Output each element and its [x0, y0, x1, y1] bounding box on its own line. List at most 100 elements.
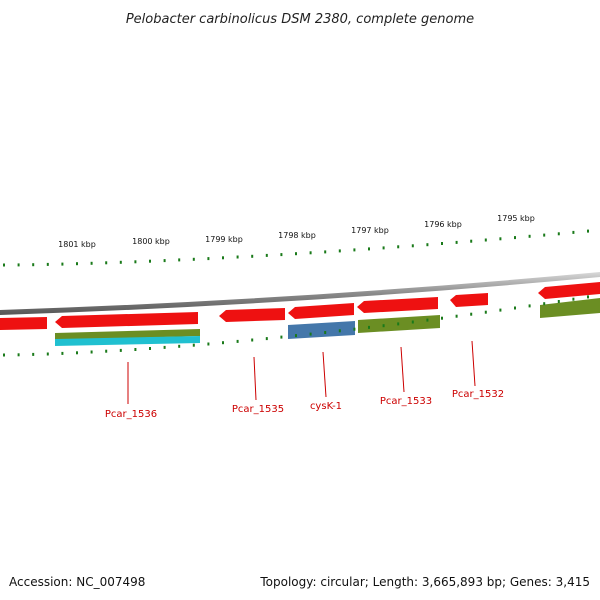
minor-tick [90, 261, 93, 265]
minor-tick [61, 351, 64, 355]
minor-tick [324, 331, 327, 334]
minor-tick [514, 236, 516, 240]
minor-tick [61, 262, 64, 266]
scale-labels: 1801 kbp 1800 kbp 1799 kbp 1798 kbp 1797… [58, 214, 535, 249]
minor-tick [134, 348, 137, 351]
minor-tick [280, 253, 283, 257]
minor-tick [3, 263, 5, 267]
accession-text: Accession: NC_007498 [9, 575, 145, 589]
forward-cds-feature[interactable] [357, 297, 438, 313]
minor-tick [222, 256, 224, 260]
minor-tick [426, 243, 429, 247]
minor-tick [17, 353, 20, 357]
minor-tick [163, 259, 166, 263]
minor-tick [324, 250, 327, 254]
minor-tick [382, 324, 385, 328]
gene-label-pcar-1536[interactable]: Pcar_1536 [105, 409, 157, 420]
minor-tick [265, 253, 268, 257]
minor-tick [207, 342, 210, 346]
forward-cds-feature[interactable] [0, 317, 47, 330]
minor-tick [557, 232, 560, 236]
minor-tick [528, 304, 531, 308]
minor-tick [587, 229, 589, 233]
minor-tick [353, 248, 356, 252]
minor-tick [426, 318, 429, 322]
scale-label-1801: 1801 kbp [58, 240, 96, 249]
minor-tick [3, 353, 5, 357]
minor-tick [514, 306, 516, 310]
minor-tick [309, 332, 312, 336]
forward-cds-feature[interactable] [288, 303, 354, 319]
minor-tick [178, 344, 181, 348]
minor-tick [368, 325, 370, 329]
minor-tick [353, 327, 356, 331]
minor-tick [470, 239, 473, 243]
minor-tick [17, 263, 20, 267]
gene-label-pcar-1535[interactable]: Pcar_1535 [232, 404, 284, 415]
gene-label-pcar-1533[interactable]: Pcar_1533 [380, 396, 432, 407]
minor-tick [192, 257, 195, 261]
map-title: Pelobacter carbinolicus DSM 2380, comple… [126, 12, 474, 27]
minor-tick [46, 262, 49, 266]
minor-tick [295, 252, 297, 256]
minor-tick [382, 246, 385, 250]
minor-tick [105, 261, 108, 265]
highlighted-gene-feature[interactable] [288, 321, 355, 339]
forward-cds-feature[interactable] [538, 282, 600, 299]
minor-tick [309, 251, 312, 255]
genome-summary-text: Topology: circular; Length: 3,665,893 bp… [259, 575, 590, 589]
minor-tick [455, 240, 458, 244]
minor-tick [499, 237, 502, 241]
minor-tick [484, 238, 487, 242]
minor-tick [338, 249, 341, 253]
scale-label-1798: 1798 kbp [278, 231, 316, 240]
reverse-cds-feature[interactable] [540, 298, 600, 318]
scale-label-1797: 1797 kbp [351, 226, 389, 235]
minor-tick [178, 258, 181, 262]
minor-tick [587, 295, 589, 299]
forward-cds-feature[interactable] [55, 312, 198, 328]
minor-tick [251, 338, 254, 342]
minor-tick [149, 259, 151, 263]
reverse-strand [55, 298, 600, 346]
minor-tick [543, 233, 546, 237]
minor-tick [76, 262, 78, 266]
forward-strand [0, 282, 600, 330]
scale-label-1795: 1795 kbp [497, 214, 535, 223]
gene-label-cysk-1[interactable]: cysK-1 [310, 401, 342, 412]
scale-label-1796: 1796 kbp [424, 220, 462, 229]
minor-tick [499, 308, 502, 312]
minor-tick [543, 302, 546, 306]
minor-tick [32, 352, 35, 356]
minor-tick [222, 341, 224, 345]
minor-tick [163, 345, 166, 349]
minor-tick [572, 297, 575, 301]
minor-tick [76, 351, 78, 355]
minor-tick [265, 337, 268, 341]
minor-tick [119, 348, 122, 352]
forward-cds-feature[interactable] [450, 293, 488, 307]
minor-tick [455, 314, 458, 318]
outer-tick-ring [3, 229, 589, 267]
minor-tick [441, 242, 443, 245]
rna-feature[interactable] [55, 336, 200, 346]
minor-tick [134, 260, 137, 264]
reverse-cds-feature[interactable] [55, 329, 200, 340]
leader-line [322, 351, 327, 398]
forward-cds-feature[interactable] [219, 308, 285, 322]
minor-tick [236, 339, 239, 343]
minor-tick [368, 247, 370, 251]
gene-label-pcar-1532[interactable]: Pcar_1532 [452, 389, 504, 400]
genome-backbone [0, 272, 600, 315]
minor-tick [207, 257, 210, 261]
minor-tick [397, 322, 400, 326]
minor-tick [236, 255, 239, 259]
minor-tick [46, 352, 49, 356]
label-leaders [127, 340, 476, 404]
inner-tick-ring [3, 295, 589, 357]
minor-tick [280, 335, 283, 339]
minor-tick [149, 347, 151, 350]
minor-tick [411, 320, 414, 324]
minor-tick [338, 329, 341, 333]
